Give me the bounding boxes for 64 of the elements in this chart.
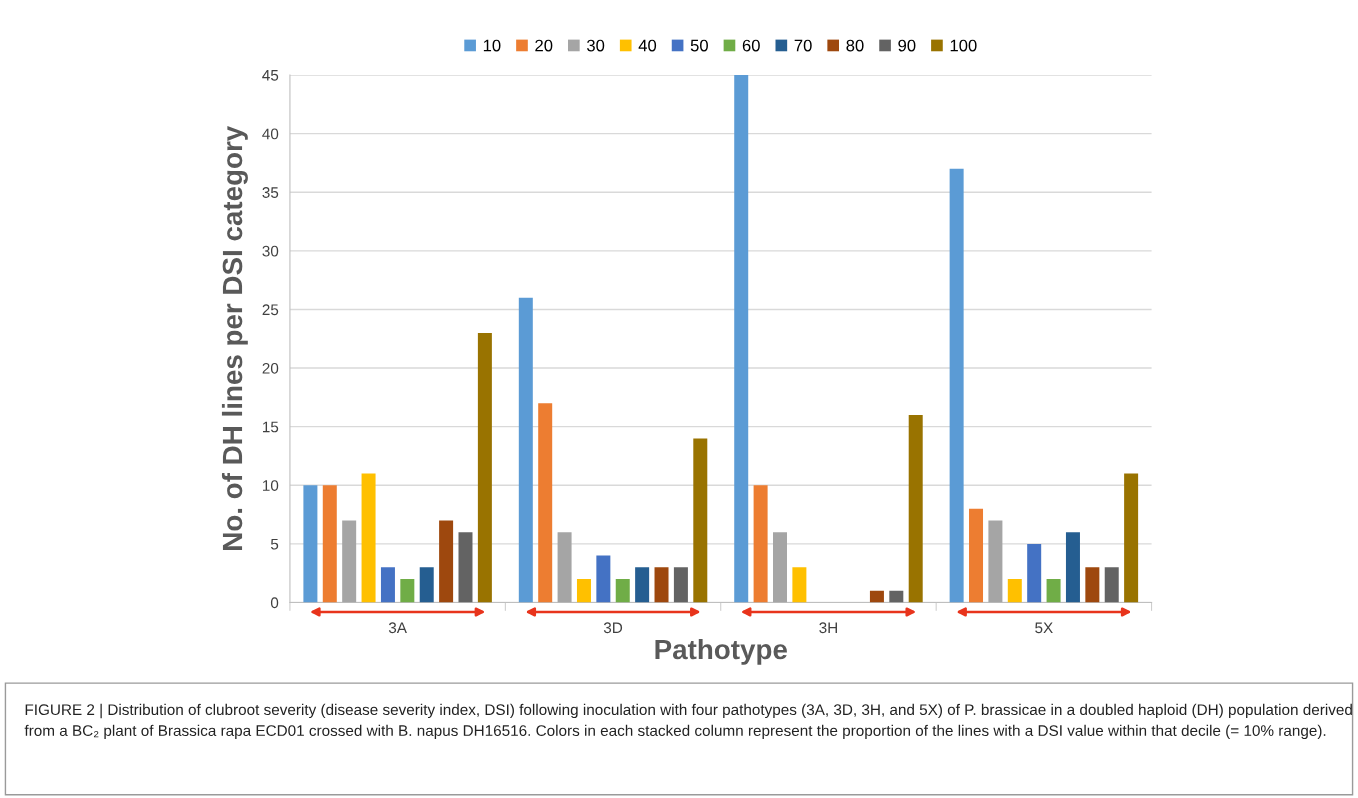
bar (615, 579, 630, 603)
y-tick-label: 35 (262, 187, 279, 198)
bar (538, 403, 553, 603)
bar (908, 414, 923, 603)
legend-label: 60 (742, 39, 760, 52)
legend-label: 80 (846, 39, 864, 52)
bar (1104, 567, 1119, 603)
bar (1007, 579, 1022, 603)
y-tick-label: 40 (262, 128, 279, 140)
legend-label: 40 (638, 39, 657, 52)
y-tick-label: 10 (263, 480, 279, 491)
y-tick-label: 45 (262, 70, 279, 81)
bar (1085, 567, 1100, 603)
legend-label: 50 (690, 39, 708, 52)
y-tick-label: 15 (263, 421, 279, 433)
bar (361, 473, 376, 603)
bar (792, 567, 807, 603)
bar (477, 332, 492, 603)
x-tick-label: 3A (388, 622, 407, 634)
bar (949, 168, 964, 603)
bar (400, 579, 415, 603)
bar (1027, 543, 1042, 603)
bar (988, 520, 1003, 603)
bar (869, 590, 884, 603)
bar (693, 438, 708, 603)
y-tick-label: 0 (270, 597, 279, 609)
bar (458, 532, 473, 603)
y-tick-label: 25 (262, 304, 279, 316)
y-axis-title: No. of DH lines per DSI category (221, 125, 248, 550)
bar (889, 590, 904, 603)
bar (635, 567, 650, 603)
bar (322, 485, 337, 603)
bar (557, 532, 572, 603)
bar (1046, 579, 1061, 603)
bar (1124, 473, 1139, 603)
x-axis-title: Pathotype (655, 638, 787, 665)
bar (1065, 532, 1080, 603)
bar (303, 485, 318, 603)
bar (596, 555, 611, 603)
y-tick-label: 30 (262, 245, 279, 257)
bar (518, 297, 533, 603)
x-tick-label: 3H (819, 622, 837, 634)
x-tick-label: 5X (1035, 622, 1053, 634)
bar (419, 567, 434, 603)
bar (753, 485, 768, 603)
bar (734, 75, 749, 603)
x-tick-label: 3D (603, 622, 623, 634)
bar (654, 567, 669, 603)
legend-label: 30 (586, 39, 605, 52)
legend-label: 100 (950, 39, 977, 52)
bar (380, 567, 395, 603)
y-tick-label: 5 (270, 538, 279, 550)
bar (576, 579, 591, 603)
bar (773, 532, 787, 603)
bar (439, 520, 454, 603)
legend-label: 10 (483, 39, 501, 52)
bar (342, 520, 357, 603)
caption: FIGURE 2 | Distribution of clubroot severity (disease severity index, DSI) following inoculation with four pathotypes (3A, 3D, 3H, and 5X) of P. brassicae in a doubled haploid (DH) population derived from a BC₂ plant of Brassica rapa ECD01 crossed with B. napus DH16516. Colors in each stacked column represent the proportion of the lines with a DSI value within that decile (= 10% range). (24, 703, 1352, 740)
legend-label: 70 (794, 39, 812, 52)
legend-label: 90 (898, 39, 916, 52)
legend-label: 20 (535, 39, 553, 52)
bar (969, 508, 984, 603)
y-tick-label: 20 (262, 362, 279, 374)
bar (673, 567, 688, 603)
